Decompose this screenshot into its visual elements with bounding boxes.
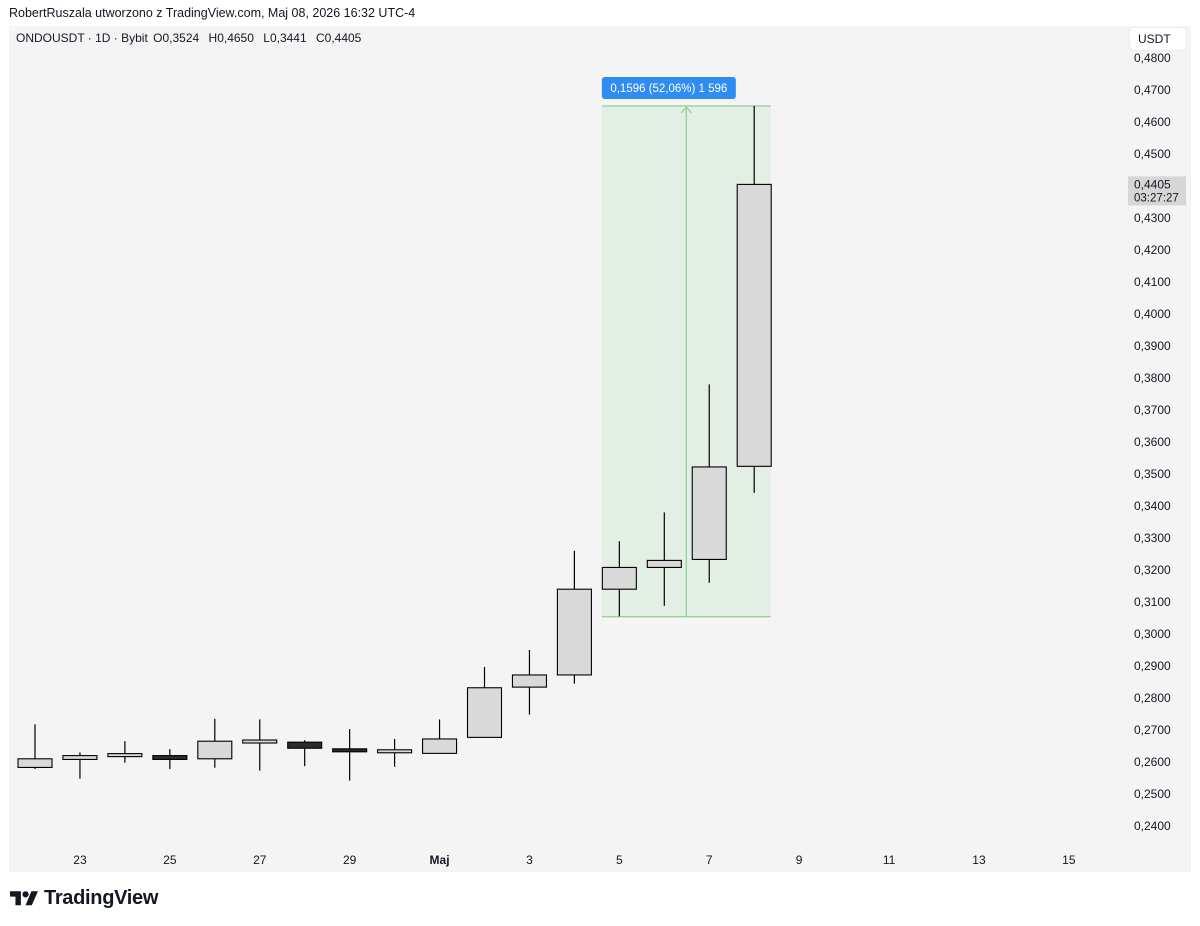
candle[interactable] xyxy=(421,719,458,754)
y-tick-label: 0,4800 xyxy=(1134,51,1171,65)
close-label: C xyxy=(315,31,325,45)
low-value: 0,3441 xyxy=(269,31,307,45)
candle[interactable] xyxy=(242,719,278,771)
candle-body xyxy=(601,566,637,590)
high-label: H xyxy=(208,31,218,45)
x-tick-label: 27 xyxy=(253,853,267,867)
y-tick-label: 0,2800 xyxy=(1134,691,1171,705)
candle[interactable] xyxy=(377,738,413,767)
y-tick-label: 0,2700 xyxy=(1134,723,1171,737)
candle-body xyxy=(107,753,143,758)
time-axis: 23 25 27 29 Maj 3 5 7 9 11 13 15 xyxy=(73,853,1076,867)
symbol-label[interactable]: ONDOUSDT · 1D · Bybit xyxy=(16,31,148,45)
y-tick-label: 0,2900 xyxy=(1134,659,1171,673)
x-tick-label: 15 xyxy=(1062,853,1076,867)
candle[interactable] xyxy=(736,106,772,493)
candle-body xyxy=(511,674,548,688)
y-tick-label: 0,4300 xyxy=(1134,211,1171,225)
candle-body xyxy=(556,588,592,676)
x-tick-label: 3 xyxy=(526,853,533,867)
y-tick-label: 0,3000 xyxy=(1134,627,1171,641)
y-tick-label: 0,2500 xyxy=(1134,787,1171,801)
y-tick-label: 0,4500 xyxy=(1134,147,1171,161)
candle[interactable] xyxy=(107,741,143,763)
candle-body xyxy=(421,738,458,754)
x-tick-label: 23 xyxy=(73,853,87,867)
tradingview-logo-icon xyxy=(10,890,38,905)
candle[interactable] xyxy=(601,541,637,617)
low-label: L xyxy=(263,31,270,45)
open-label: O xyxy=(153,31,163,45)
candle-body xyxy=(242,739,278,744)
price-axis: 0,48000,47000,46000,45000,44000,43000,42… xyxy=(1134,51,1171,833)
chart-area[interactable] xyxy=(9,26,1191,872)
measure-label: 0,1596 (52,06%) 1 596 xyxy=(610,83,727,95)
x-tick-label: 9 xyxy=(796,853,803,867)
y-tick-label: 0,3300 xyxy=(1134,531,1171,545)
y-tick-label: 0,3100 xyxy=(1134,595,1171,609)
measure-arrow-head xyxy=(680,106,692,114)
candle-body xyxy=(736,183,772,467)
ohlc-legend: ONDOUSDT · 1D · Bybit O0,3524 H0,4650 L0… xyxy=(16,31,367,45)
measure-label-box xyxy=(601,77,736,99)
x-tick-label: 13 xyxy=(972,853,986,867)
candle[interactable] xyxy=(197,718,233,768)
tradingview-logo[interactable]: TradingView xyxy=(10,887,158,910)
x-tick-label: Maj xyxy=(430,853,450,867)
countdown-timer: 03:27:27 xyxy=(1134,192,1179,204)
y-tick-label: 0,3200 xyxy=(1134,563,1171,577)
x-tick-label: 5 xyxy=(616,853,623,867)
y-tick-label: 0,3700 xyxy=(1134,403,1171,417)
candle[interactable] xyxy=(466,666,503,738)
last-price-value: 0,4405 xyxy=(1134,177,1171,191)
last-price-box xyxy=(1128,176,1186,206)
high-value: 0,4650 xyxy=(217,31,254,45)
candle[interactable] xyxy=(287,740,323,767)
x-tick-label: 29 xyxy=(343,853,357,867)
y-tick-label: 0,4100 xyxy=(1134,275,1171,289)
candle-body xyxy=(152,755,188,760)
chart-credit: RobertRuszala utworzono z TradingView.co… xyxy=(9,6,416,20)
candle[interactable] xyxy=(556,550,592,684)
candle-body xyxy=(62,755,98,760)
candle-body xyxy=(377,749,413,754)
open-value: 0,3524 xyxy=(162,31,200,45)
candle[interactable] xyxy=(62,752,98,779)
candle[interactable] xyxy=(511,650,548,715)
y-tick-label: 0,4600 xyxy=(1134,115,1171,129)
candle-body xyxy=(691,466,727,560)
brand-wordmark: TradingView xyxy=(44,887,159,909)
candle[interactable] xyxy=(646,512,682,606)
y-tick-label: 0,2400 xyxy=(1134,819,1171,833)
y-tick-label: 0,4700 xyxy=(1134,83,1171,97)
x-tick-label: 7 xyxy=(706,853,713,867)
currency-button[interactable]: USDT xyxy=(1130,28,1186,50)
candle-body xyxy=(197,740,233,760)
y-tick-label: 0,3600 xyxy=(1134,435,1171,449)
price-range-measure[interactable]: 0,1596 (52,06%) 1 596 xyxy=(601,77,771,618)
y-tick-label: 0,2600 xyxy=(1134,755,1171,769)
candles xyxy=(17,106,772,781)
close-value: 0,4405 xyxy=(324,31,362,45)
candle[interactable] xyxy=(691,384,727,583)
candle[interactable] xyxy=(152,749,188,770)
y-tick-label: 0,3400 xyxy=(1134,499,1171,513)
x-tick-label: 25 xyxy=(163,853,177,867)
x-tick-label: 11 xyxy=(883,853,896,867)
y-tick-label: 0,4200 xyxy=(1134,243,1171,257)
candle-body xyxy=(466,687,503,738)
candle[interactable] xyxy=(17,724,53,770)
candle-body xyxy=(332,748,368,753)
candle-body xyxy=(17,758,53,768)
y-tick-label: 0,3800 xyxy=(1134,371,1171,385)
candle-body xyxy=(646,559,682,568)
y-tick-label: 0,3500 xyxy=(1134,467,1171,481)
candle[interactable] xyxy=(332,729,368,781)
y-tick-label: 0,4000 xyxy=(1134,307,1171,321)
y-tick-label: 0,3900 xyxy=(1134,339,1171,353)
candle-body xyxy=(287,741,323,749)
